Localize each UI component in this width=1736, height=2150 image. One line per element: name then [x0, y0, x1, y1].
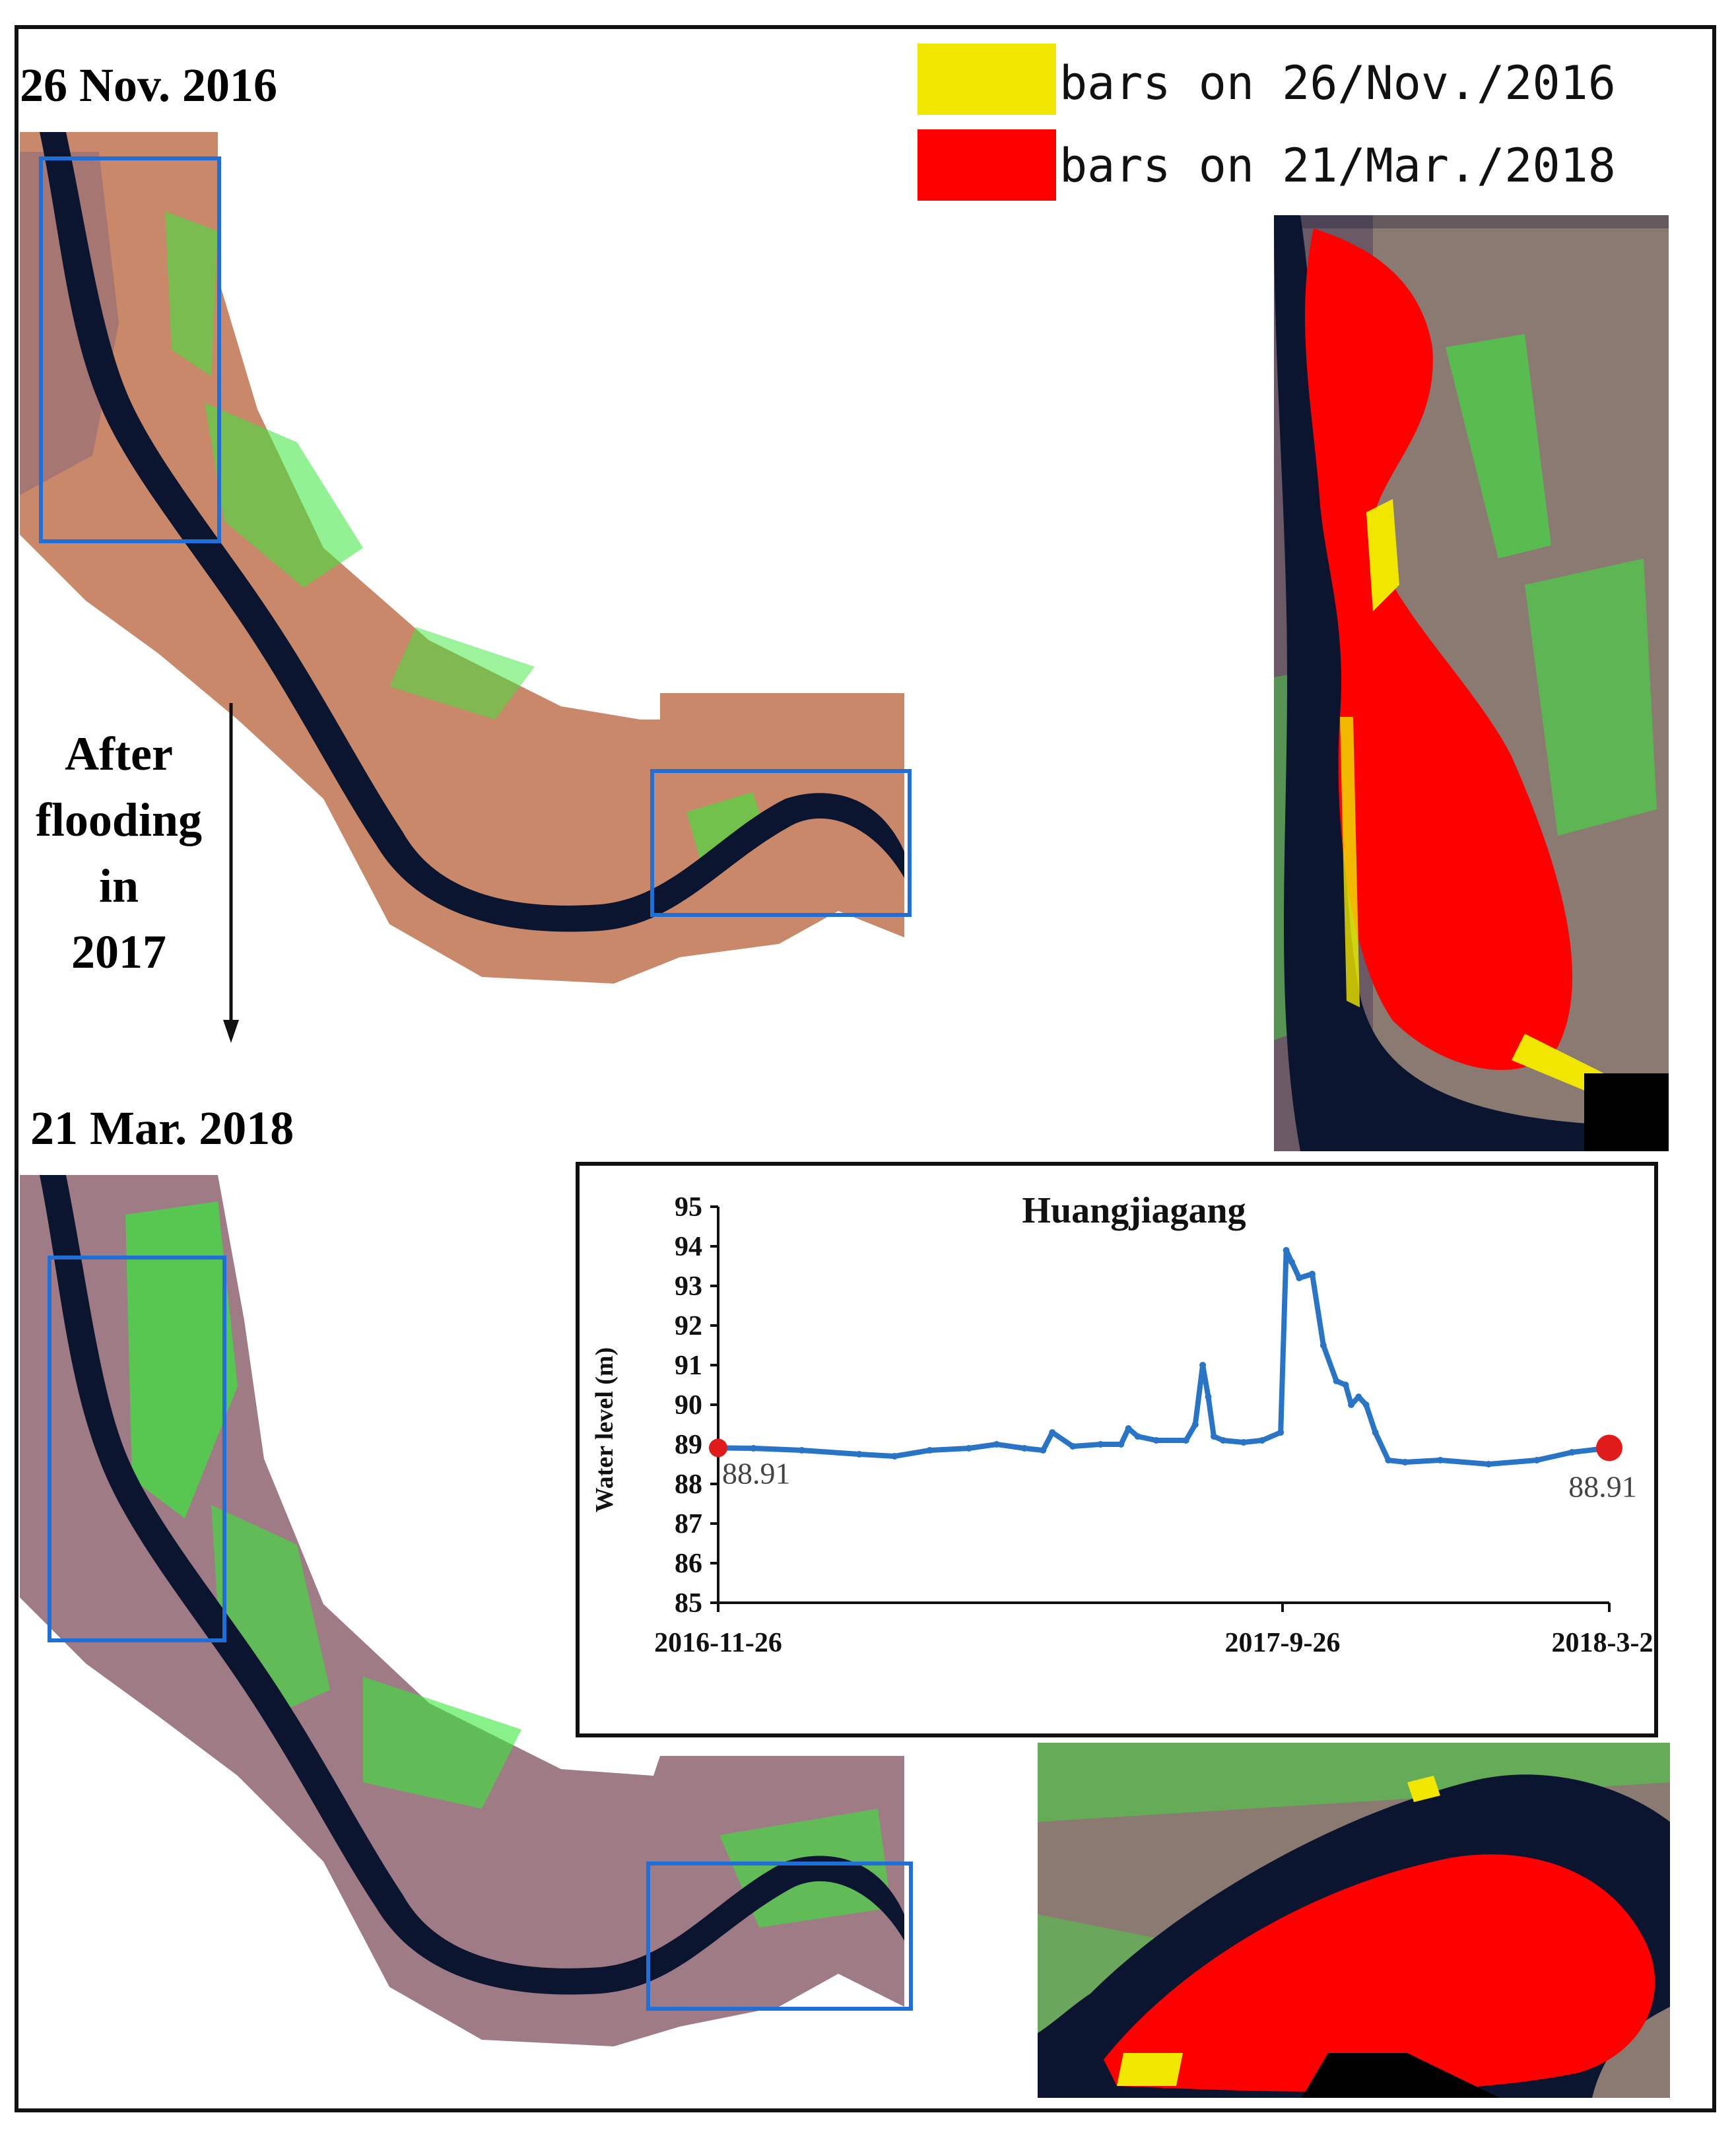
- arrow-text-line-4: 2017: [71, 925, 166, 978]
- legend-label-2018: bars on 21/Mar./2018: [1059, 139, 1616, 193]
- water-level-data-point: [1199, 1362, 1207, 1368]
- water-level-data-point: [1220, 1437, 1226, 1444]
- water-level-data-point: [1283, 1247, 1290, 1254]
- y-tick-label: 89: [675, 1430, 702, 1460]
- water-level-chart: Huangjiagang Water level (m) 85 86 87 88 89 9…: [576, 1162, 1667, 1737]
- endpoint-marker: [709, 1438, 727, 1458]
- water-level-data-point: [855, 1451, 863, 1458]
- y-tick-label: 90: [675, 1390, 702, 1421]
- water-level-data-point: [1309, 1271, 1316, 1277]
- water-level-data-point: [1069, 1443, 1077, 1450]
- water-level-data-point: [1348, 1401, 1355, 1408]
- y-tick-label: 85: [675, 1588, 702, 1619]
- x-tick-label: 2016-11-26: [654, 1628, 782, 1658]
- water-level-data-point: [1333, 1378, 1340, 1384]
- top-date-label: 26 Nov. 2016: [20, 59, 278, 112]
- water-level-data-point: [1040, 1447, 1047, 1454]
- endpoint-value-label: 88.91: [1568, 1469, 1637, 1503]
- flood-arrow-text: After flooding in 2017: [20, 721, 218, 985]
- chart-title: Huangjiagang: [1022, 1190, 1246, 1231]
- water-level-data-point: [965, 1445, 972, 1452]
- water-level-data-point: [1385, 1457, 1392, 1463]
- water-level-data-point: [1182, 1437, 1189, 1444]
- down-arrow: [223, 703, 239, 1043]
- water-level-data-point: [1355, 1394, 1362, 1400]
- legend-swatch-2018: [918, 129, 1056, 201]
- water-level-data-point: [1401, 1459, 1409, 1465]
- water-level-data-point: [798, 1447, 805, 1454]
- water-level-data-point: [1259, 1437, 1266, 1444]
- water-level-data-point: [891, 1453, 898, 1460]
- endpoint-value-label: 88.91: [722, 1456, 791, 1490]
- water-level-data-point: [1319, 1342, 1327, 1349]
- x-tick-label: 2017-9-26: [1225, 1628, 1341, 1658]
- y-tick-label: 92: [675, 1311, 702, 1341]
- bottom-date-label: 21 Mar. 2018: [30, 1102, 294, 1155]
- y-tick-label: 88: [675, 1469, 702, 1500]
- water-level-data-point: [1288, 1259, 1296, 1265]
- water-level-data-point: [1342, 1382, 1349, 1388]
- water-level-data-point: [750, 1445, 757, 1452]
- water-level-series-line: [716, 1248, 1612, 1467]
- y-tick-label: 91: [675, 1351, 702, 1381]
- river-map-2016: [20, 132, 912, 984]
- water-level-data-point: [1021, 1445, 1028, 1452]
- water-level-data-point: [993, 1441, 1000, 1448]
- water-level-data-point: [1372, 1429, 1379, 1436]
- water-level-data-point: [1118, 1441, 1125, 1448]
- water-level-data-point: [1152, 1437, 1160, 1444]
- endpoint-marker: [1596, 1434, 1622, 1461]
- y-tick-label: 87: [675, 1509, 702, 1539]
- y-tick-label: 94: [675, 1232, 702, 1262]
- chart-svg: Huangjiagang Water level (m) 85 86 87 88 89 9…: [591, 1190, 1667, 1658]
- y-tick-label: 86: [675, 1549, 702, 1579]
- water-level-data-point: [1125, 1425, 1132, 1432]
- river-map-2018: [20, 1175, 913, 2046]
- water-level-data-point: [1210, 1433, 1217, 1440]
- chart-y-axis-label: Water level (m): [591, 1347, 618, 1512]
- arrow-text-line-1: After: [65, 727, 173, 780]
- water-level-data-point: [926, 1447, 933, 1454]
- water-level-data-point: [1296, 1275, 1303, 1281]
- water-level-data-point: [1277, 1429, 1285, 1436]
- inset-upstream-detail: [1274, 215, 1669, 1151]
- water-level-data-point: [1485, 1461, 1492, 1467]
- water-level-data-point: [1049, 1429, 1056, 1436]
- figure-frame: [15, 25, 1716, 2112]
- inset-downstream-detail: [1038, 1743, 1670, 2098]
- water-level-data-point: [1097, 1441, 1104, 1448]
- legend-label-2016: bars on 26/Nov./2016: [1059, 56, 1616, 110]
- legend-swatch-2016: [918, 44, 1056, 115]
- water-level-data-point: [1437, 1457, 1444, 1463]
- water-level-data-point: [1134, 1433, 1141, 1440]
- y-tick-label: 93: [675, 1271, 702, 1302]
- x-tick-label: 2018-3-21: [1552, 1628, 1654, 1658]
- water-level-data-point: [1191, 1421, 1199, 1428]
- y-tick-label: 95: [675, 1192, 702, 1223]
- water-level-data-point: [1568, 1449, 1576, 1456]
- water-level-data-point: [1362, 1401, 1370, 1408]
- water-level-data-point: [1240, 1439, 1247, 1446]
- water-level-data-point: [1205, 1394, 1212, 1400]
- water-level-data-point: [1533, 1457, 1541, 1463]
- arrow-text-line-3: in: [98, 859, 139, 912]
- arrow-text-line-2: flooding: [35, 793, 203, 846]
